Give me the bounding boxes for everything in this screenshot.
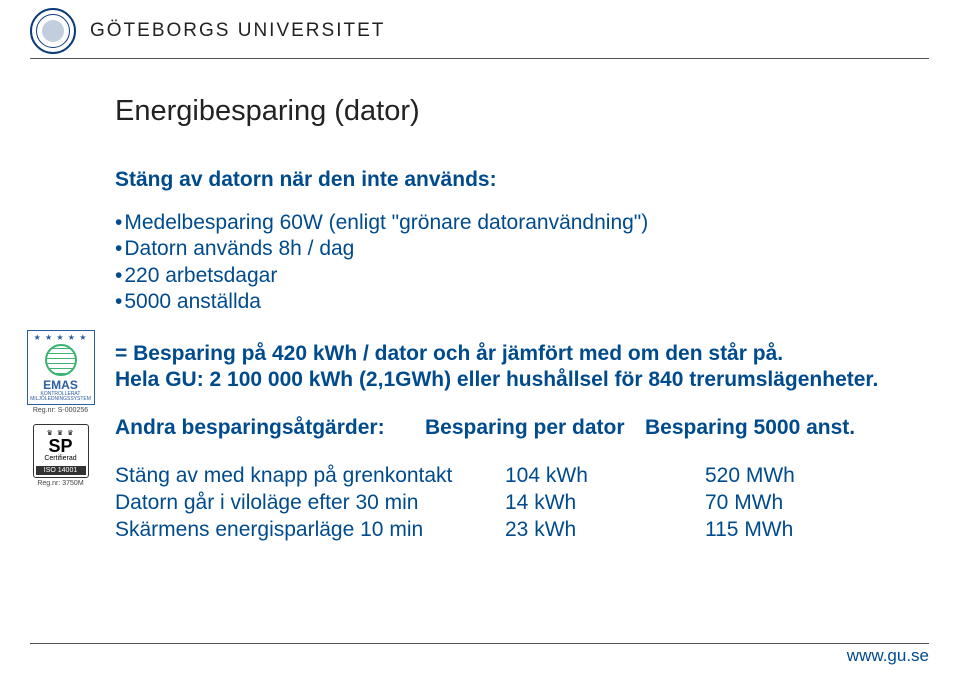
measure-total: 115 MWh [705, 516, 793, 543]
emas-reg-number: Reg.nr: S-000256 [33, 407, 88, 414]
table-row: Stäng av med knapp på grenkontakt 104 kW… [115, 462, 895, 489]
page-header: GÖTEBORGS UNIVERSITET [30, 8, 385, 54]
footer-url: www.gu.se [847, 646, 929, 666]
stars-icon: ★ ★ ★ ★ ★ [30, 333, 92, 342]
page-title: Energibesparing (dator) [115, 95, 895, 128]
bullet-item: Medelbesparing 60W (enligt "grönare dato… [115, 210, 895, 236]
emas-title: EMAS [30, 378, 92, 392]
measures-header-col3: Besparing 5000 anst. [645, 416, 855, 440]
measure-total: 520 MWh [705, 462, 795, 489]
globe-icon [45, 344, 77, 376]
measure-label: Datorn går i viloläge efter 30 min [115, 489, 505, 516]
emas-subtitle: KONTROLLERAT MILJÖLEDNINGSSYSTEM [30, 392, 92, 402]
table-row: Skärmens energisparläge 10 min 23 kWh 11… [115, 516, 895, 543]
measure-label: Skärmens energisparläge 10 min [115, 516, 505, 543]
bullet-text: 220 arbetsdagar [124, 264, 277, 287]
footer-divider [30, 643, 929, 644]
calc-line-2: Hela GU: 2 100 000 kWh (2,1GWh) eller hu… [115, 367, 895, 393]
measure-per-dator: 104 kWh [505, 462, 705, 489]
measure-label: Stäng av med knapp på grenkontakt [115, 462, 505, 489]
sp-reg-number: Reg.nr: 3750M [37, 480, 83, 487]
measure-per-dator: 23 kWh [505, 516, 705, 543]
university-name: GÖTEBORGS UNIVERSITET [90, 20, 385, 42]
measure-per-dator: 14 kWh [505, 489, 705, 516]
slide-content: Energibesparing (dator) Stäng av datorn … [115, 95, 895, 543]
measures-header-col2: Besparing per dator [425, 416, 645, 440]
bullet-text: 5000 anställda [124, 290, 261, 313]
bullet-item: 220 arbetsdagar [115, 263, 895, 289]
certification-badges: ★ ★ ★ ★ ★ EMAS KONTROLLERAT MILJÖLEDNING… [28, 330, 93, 487]
measures-table: Stäng av med knapp på grenkontakt 104 kW… [115, 462, 895, 544]
calc-result: = Besparing på 420 kWh / dator och år jä… [115, 341, 895, 394]
sp-cert-word: Certifierad [36, 455, 86, 462]
sp-org: SP [36, 437, 86, 455]
bullet-list: Medelbesparing 60W (enligt "grönare dato… [115, 210, 895, 315]
measures-header-col1: Andra besparingsåtgärder: [115, 416, 425, 440]
intro-heading: Stäng av datorn när den inte används: [115, 168, 895, 192]
sp-iso-label: ISO 14001 [36, 466, 86, 475]
sp-badge: ♛ ♛ ♛ SP Certifierad ISO 14001 [33, 424, 89, 478]
measure-total: 70 MWh [705, 489, 783, 516]
measures-header-row: Andra besparingsåtgärder: Besparing per … [115, 416, 895, 440]
university-seal-icon [30, 8, 76, 54]
bullet-text: Medelbesparing 60W (enligt "grönare dato… [124, 211, 648, 234]
header-divider [30, 58, 929, 59]
emas-badge: ★ ★ ★ ★ ★ EMAS KONTROLLERAT MILJÖLEDNING… [27, 330, 95, 405]
bullet-item: Datorn används 8h / dag [115, 236, 895, 262]
bullet-text: Datorn används 8h / dag [124, 237, 354, 260]
bullet-item: 5000 anställda [115, 289, 895, 315]
table-row: Datorn går i viloläge efter 30 min 14 kW… [115, 489, 895, 516]
calc-line-1: = Besparing på 420 kWh / dator och år jä… [115, 341, 895, 367]
